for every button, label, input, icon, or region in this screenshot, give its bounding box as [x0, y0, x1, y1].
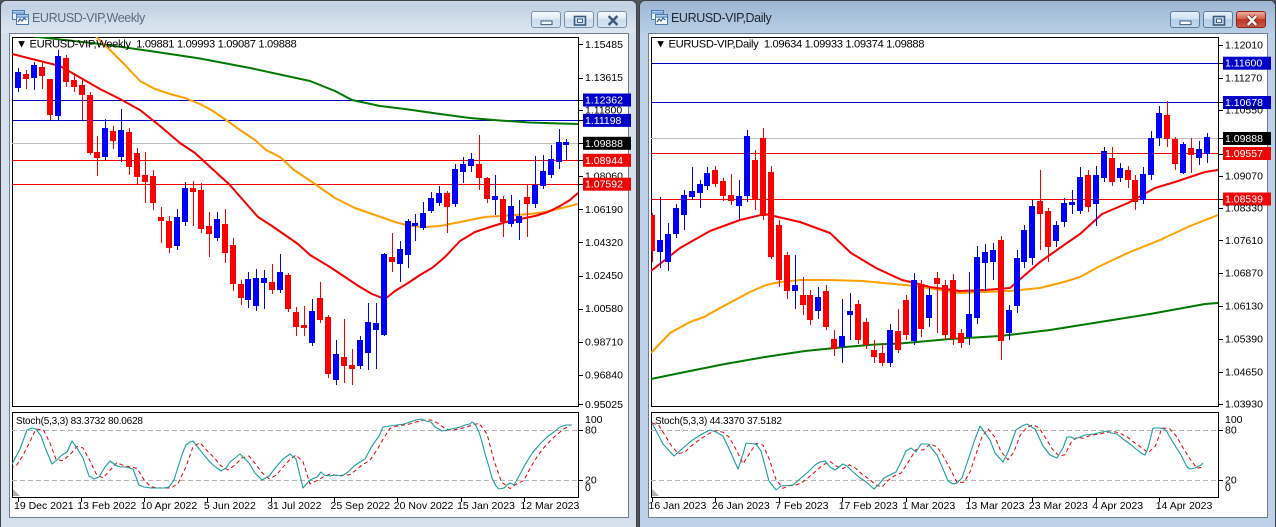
svg-text:1.06870: 1.06870: [1225, 268, 1263, 280]
svg-text:1.09557: 1.09557: [1225, 148, 1263, 160]
svg-text:1.12010: 1.12010: [1225, 40, 1263, 52]
svg-text:1.09070: 1.09070: [1225, 170, 1263, 182]
svg-text:100: 100: [585, 414, 603, 426]
svg-text:1.10678: 1.10678: [1225, 97, 1263, 109]
svg-text:0.98710: 0.98710: [585, 336, 623, 348]
svg-text:1.15485: 1.15485: [585, 39, 623, 51]
svg-text:1.00580: 1.00580: [585, 303, 623, 315]
svg-text:1.08944: 1.08944: [585, 155, 623, 167]
svg-text:31 Jul 2022: 31 Jul 2022: [267, 500, 321, 512]
svg-text:80: 80: [1225, 424, 1237, 436]
svg-text:1.11270: 1.11270: [1225, 72, 1262, 84]
svg-text:1.08539: 1.08539: [1225, 194, 1263, 206]
svg-text:1.11800: 1.11800: [585, 105, 622, 117]
svg-text:0: 0: [585, 482, 591, 494]
svg-text:0.95025: 0.95025: [585, 399, 623, 411]
svg-text:1.04320: 1.04320: [585, 237, 623, 249]
svg-text:7 Feb 2023: 7 Feb 2023: [775, 500, 828, 512]
svg-text:15 Jan 2023: 15 Jan 2023: [457, 500, 515, 512]
svg-text:1.03930: 1.03930: [1225, 399, 1263, 411]
svg-text:1.04650: 1.04650: [1225, 367, 1263, 379]
svg-text:▼ EURUSD-VIP,Weekly 1.09881 1: ▼ EURUSD-VIP,Weekly 1.09881 1.09993 1.09…: [16, 39, 297, 51]
svg-text:12 Mar 2023: 12 Mar 2023: [520, 500, 579, 512]
svg-text:14 Apr 2023: 14 Apr 2023: [1156, 500, 1213, 512]
svg-text:1.06130: 1.06130: [1225, 301, 1263, 313]
svg-text:1.10550: 1.10550: [1225, 105, 1263, 117]
svg-text:1.13615: 1.13615: [585, 72, 623, 84]
svg-text:Stoch(5,3,3) 83.3732 80.0628: Stoch(5,3,3) 83.3732 80.0628: [16, 416, 143, 427]
svg-text:Stoch(5,3,3) 44.3370 37.5182: Stoch(5,3,3) 44.3370 37.5182: [655, 416, 782, 427]
svg-text:19 Dec 2021: 19 Dec 2021: [14, 500, 74, 512]
svg-text:1.07610: 1.07610: [1225, 235, 1263, 247]
svg-text:1.12362: 1.12362: [585, 95, 623, 107]
svg-text:23 Mar 2023: 23 Mar 2023: [1029, 500, 1088, 512]
svg-text:13 Mar 2023: 13 Mar 2023: [966, 500, 1025, 512]
svg-text:1.09888: 1.09888: [1225, 133, 1263, 145]
svg-text:10 Apr 2022: 10 Apr 2022: [141, 500, 198, 512]
svg-text:0.96840: 0.96840: [585, 369, 623, 381]
svg-text:13 Feb 2022: 13 Feb 2022: [77, 500, 136, 512]
svg-text:1.07592: 1.07592: [585, 179, 623, 191]
svg-text:1.05390: 1.05390: [1225, 334, 1263, 346]
svg-text:20: 20: [585, 475, 597, 487]
svg-text:16 Jan 2023: 16 Jan 2023: [649, 500, 707, 512]
svg-text:1.11198: 1.11198: [585, 115, 622, 127]
svg-text:1.09888: 1.09888: [585, 138, 623, 150]
svg-text:20: 20: [1225, 475, 1237, 487]
svg-text:20 Nov 2022: 20 Nov 2022: [394, 500, 454, 512]
svg-text:▼ EURUSD-VIP,Daily 1.09634 1.: ▼ EURUSD-VIP,Daily 1.09634 1.09933 1.093…: [655, 39, 924, 51]
svg-text:25 Sep 2022: 25 Sep 2022: [331, 500, 391, 512]
svg-text:4 Apr 2023: 4 Apr 2023: [1092, 500, 1143, 512]
svg-text:26 Jan 2023: 26 Jan 2023: [712, 500, 770, 512]
svg-text:1 Mar 2023: 1 Mar 2023: [902, 500, 955, 512]
svg-text:1.02450: 1.02450: [585, 270, 623, 282]
svg-text:5 Jun 2022: 5 Jun 2022: [204, 500, 256, 512]
svg-text:80: 80: [585, 424, 597, 436]
svg-text:1.06190: 1.06190: [585, 204, 623, 216]
svg-text:17 Feb 2023: 17 Feb 2023: [839, 500, 898, 512]
svg-text:1.08330: 1.08330: [1225, 203, 1263, 215]
svg-text:100: 100: [1225, 414, 1243, 426]
svg-text:1.11600: 1.11600: [1225, 58, 1262, 70]
svg-text:0: 0: [1225, 482, 1231, 494]
